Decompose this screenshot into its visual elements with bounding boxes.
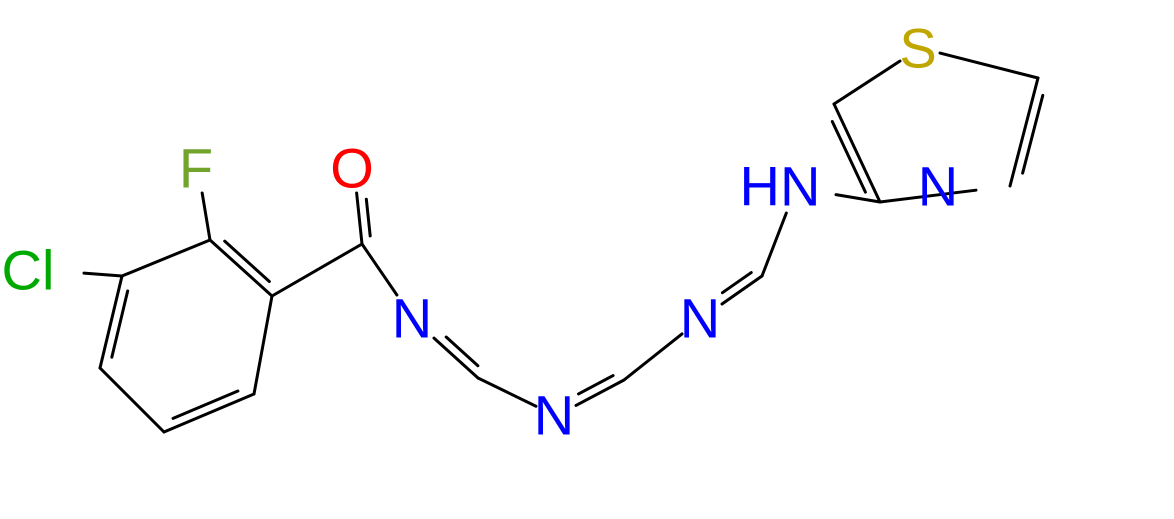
bond xyxy=(366,199,370,236)
atom-label-hn: HN xyxy=(740,155,821,218)
bond xyxy=(164,394,254,432)
atom-label-o: O xyxy=(330,137,374,200)
bond xyxy=(834,104,880,202)
bond xyxy=(112,291,128,357)
atom-label-n4: N xyxy=(392,287,432,350)
bond xyxy=(272,244,362,296)
atom-label-n1: N xyxy=(918,155,958,218)
atom-label-f: F xyxy=(179,137,213,200)
atom-label-cl: Cl xyxy=(2,239,55,302)
bond xyxy=(210,240,272,296)
bond xyxy=(762,213,786,276)
bond xyxy=(940,53,1038,78)
bond xyxy=(579,376,614,394)
bond xyxy=(357,193,362,244)
bond xyxy=(624,334,682,380)
molecule-diagram: S N HN N N N O F Cl xyxy=(0,0,1174,519)
atom-label-n3: N xyxy=(534,384,574,447)
bond xyxy=(254,296,272,394)
bond xyxy=(1023,95,1043,173)
bond xyxy=(100,276,122,368)
bond xyxy=(84,273,122,276)
bond xyxy=(722,273,751,293)
bond xyxy=(834,61,900,104)
bond xyxy=(446,337,478,366)
bond xyxy=(100,368,164,432)
bond xyxy=(836,195,880,202)
bond xyxy=(202,193,210,240)
bond xyxy=(122,240,210,276)
atom-label-s: S xyxy=(899,17,936,80)
bond xyxy=(478,378,536,406)
atom-label-n2: N xyxy=(680,287,720,350)
